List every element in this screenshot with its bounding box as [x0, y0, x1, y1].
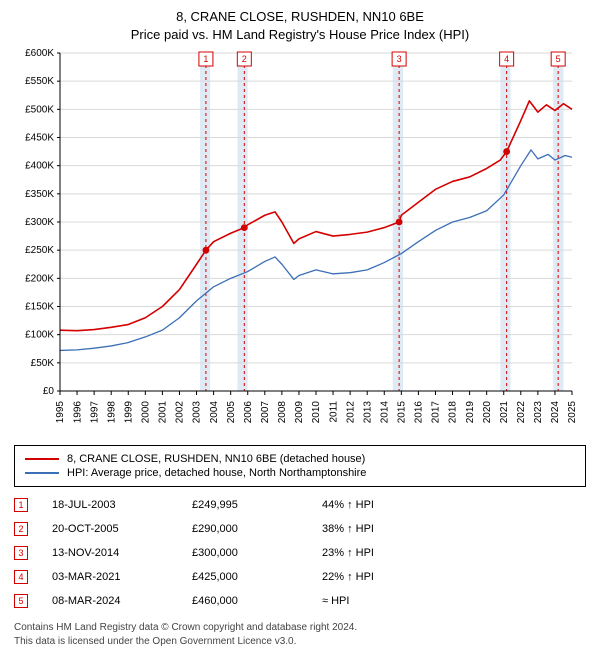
chart-plot: £0 £50K £100K £150K £200K £250K £300K £350K £400…	[12, 47, 582, 437]
svg-text:2012: 2012	[345, 401, 356, 424]
svg-text:£200K: £200K	[25, 273, 54, 284]
table-row: 1 18-JUL-2003£249,99544% ↑ HPI	[14, 493, 586, 517]
svg-text:4: 4	[504, 54, 509, 64]
legend-label: HPI: Average price, detached house, Nort…	[67, 467, 366, 479]
row-date: 03-MAR-2021	[52, 571, 192, 583]
svg-text:£550K: £550K	[25, 76, 54, 87]
row-diff: 23% ↑ HPI	[322, 547, 452, 559]
svg-text:2008: 2008	[277, 401, 288, 424]
svg-text:£300K: £300K	[25, 217, 54, 228]
row-diff: 44% ↑ HPI	[322, 499, 452, 511]
svg-text:2004: 2004	[209, 401, 220, 424]
svg-text:2013: 2013	[362, 401, 373, 424]
row-index: 3	[14, 546, 28, 560]
footer-copyright: Contains HM Land Registry data © Crown c…	[14, 621, 586, 635]
svg-text:2017: 2017	[431, 401, 442, 424]
row-index: 5	[14, 594, 28, 608]
row-index: 4	[14, 570, 28, 584]
svg-text:2000: 2000	[141, 401, 152, 424]
table-row: 4 03-MAR-2021£425,00022% ↑ HPI	[14, 565, 586, 589]
svg-text:2002: 2002	[175, 401, 186, 424]
chart-container: 8, CRANE CLOSE, RUSHDEN, NN10 6BE Price …	[0, 0, 600, 658]
svg-text:2006: 2006	[243, 401, 254, 424]
svg-text:3: 3	[397, 54, 402, 64]
row-price: £249,995	[192, 499, 322, 511]
svg-text:2025: 2025	[567, 401, 578, 424]
svg-text:2009: 2009	[294, 401, 305, 424]
svg-text:2020: 2020	[482, 401, 493, 424]
svg-text:£600K: £600K	[25, 48, 54, 59]
svg-text:£350K: £350K	[25, 189, 54, 200]
row-price: £290,000	[192, 523, 322, 535]
svg-text:2021: 2021	[499, 401, 510, 424]
legend: 8, CRANE CLOSE, RUSHDEN, NN10 6BE (detac…	[14, 445, 586, 487]
legend-item: HPI: Average price, detached house, Nort…	[25, 466, 575, 480]
svg-text:£500K: £500K	[25, 104, 54, 115]
svg-text:2011: 2011	[328, 401, 339, 423]
svg-text:2: 2	[242, 54, 247, 64]
transactions-table: 1 18-JUL-2003£249,99544% ↑ HPI 2 20-OCT-200…	[14, 493, 586, 613]
svg-text:£50K: £50K	[31, 358, 55, 369]
svg-text:2003: 2003	[192, 401, 203, 424]
svg-text:1995: 1995	[55, 401, 66, 424]
title-address: 8, CRANE CLOSE, RUSHDEN, NN10 6BE	[12, 8, 588, 26]
svg-text:£250K: £250K	[25, 245, 54, 256]
svg-text:£0: £0	[43, 386, 55, 397]
legend-label: 8, CRANE CLOSE, RUSHDEN, NN10 6BE (detac…	[67, 453, 365, 465]
table-row: 3 13-NOV-2014£300,00023% ↑ HPI	[14, 541, 586, 565]
svg-text:£150K: £150K	[25, 302, 54, 313]
table-row: 2 20-OCT-2005£290,00038% ↑ HPI	[14, 517, 586, 541]
svg-text:1999: 1999	[123, 401, 134, 424]
svg-text:2015: 2015	[397, 401, 408, 424]
footer-licence: This data is licensed under the Open Gov…	[14, 635, 586, 649]
legend-swatch	[25, 458, 59, 460]
svg-text:1998: 1998	[106, 401, 117, 424]
svg-text:2007: 2007	[260, 401, 271, 424]
row-date: 20-OCT-2005	[52, 523, 192, 535]
table-row: 5 08-MAR-2024£460,000≈ HPI	[14, 589, 586, 613]
row-price: £425,000	[192, 571, 322, 583]
row-price: £300,000	[192, 547, 322, 559]
svg-text:2022: 2022	[516, 401, 527, 424]
row-diff: 22% ↑ HPI	[322, 571, 452, 583]
row-date: 13-NOV-2014	[52, 547, 192, 559]
svg-text:1: 1	[203, 54, 208, 64]
title-subtitle: Price paid vs. HM Land Registry's House …	[12, 26, 588, 44]
svg-text:£100K: £100K	[25, 330, 54, 341]
chart-svg: £0 £50K £100K £150K £200K £250K £300K £350K £400…	[12, 47, 582, 437]
legend-item: 8, CRANE CLOSE, RUSHDEN, NN10 6BE (detac…	[25, 452, 575, 466]
svg-text:1996: 1996	[72, 401, 83, 424]
svg-text:£400K: £400K	[25, 161, 54, 172]
svg-text:1997: 1997	[89, 401, 100, 424]
svg-text:2018: 2018	[448, 401, 459, 424]
chart-title: 8, CRANE CLOSE, RUSHDEN, NN10 6BE Price …	[12, 8, 588, 43]
svg-text:5: 5	[556, 54, 561, 64]
svg-text:2024: 2024	[550, 401, 561, 424]
svg-text:2010: 2010	[311, 401, 322, 424]
row-date: 18-JUL-2003	[52, 499, 192, 511]
row-diff: ≈ HPI	[322, 595, 452, 607]
row-price: £460,000	[192, 595, 322, 607]
row-date: 08-MAR-2024	[52, 595, 192, 607]
svg-text:£450K: £450K	[25, 133, 54, 144]
svg-text:2016: 2016	[414, 401, 425, 424]
svg-text:2023: 2023	[533, 401, 544, 424]
svg-text:2014: 2014	[379, 401, 390, 424]
svg-text:2001: 2001	[158, 401, 169, 424]
row-index: 1	[14, 498, 28, 512]
row-diff: 38% ↑ HPI	[322, 523, 452, 535]
footer: Contains HM Land Registry data © Crown c…	[14, 621, 586, 648]
row-index: 2	[14, 522, 28, 536]
legend-swatch	[25, 472, 59, 474]
svg-text:2019: 2019	[465, 401, 476, 424]
svg-text:2005: 2005	[226, 401, 237, 424]
